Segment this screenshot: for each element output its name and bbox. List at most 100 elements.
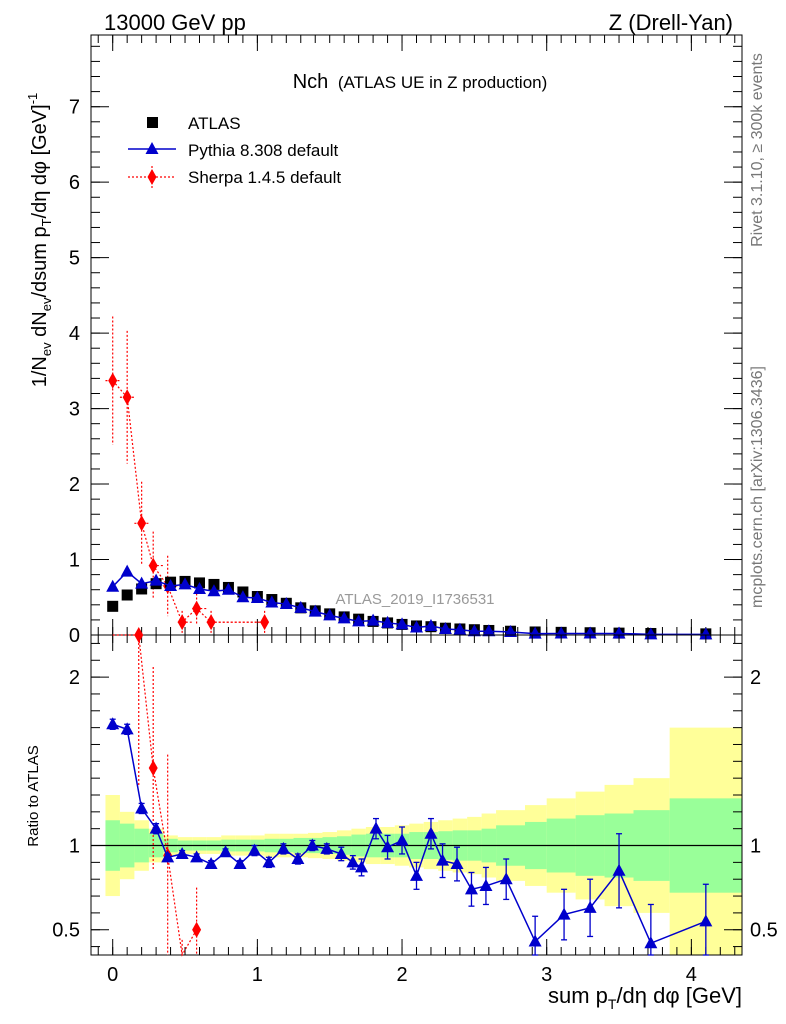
ratio-pythia-point [291, 852, 305, 864]
sherpa-point [137, 515, 147, 532]
ratio-pythia-point [346, 855, 360, 868]
ratio-sherpa-point [134, 627, 144, 643]
ratio-pythia-point [644, 936, 658, 949]
ratio-pythia-point [424, 826, 438, 839]
ratio-pythia-point [395, 833, 409, 846]
pythia-point [395, 617, 409, 630]
atlas-point [107, 600, 119, 612]
atlas-point [121, 589, 133, 601]
ratio-pythia-point [106, 717, 120, 730]
pythia-point [438, 621, 452, 634]
main-ytick-label: 0 [69, 625, 80, 647]
pythia-point [236, 590, 250, 603]
ratio-pythia-point [464, 882, 478, 895]
pythia-point [504, 624, 518, 637]
sherpa-point [260, 614, 270, 631]
ratio-pythia-point [219, 845, 233, 858]
pythia-point [453, 622, 467, 635]
x-axis-label: sum pT/dη dφ [GeV] [548, 983, 742, 1012]
pythia-point [699, 627, 713, 640]
pythia-point [135, 576, 149, 589]
ratio-pythia-point [135, 801, 149, 814]
ratio-ytick-label-right: 1 [750, 836, 761, 858]
rivet-label: Rivet 3.1.10, ≥ 300k events [749, 53, 766, 247]
ratio-pythia-point [369, 821, 383, 834]
main-ytick-label: 1 [69, 550, 80, 572]
sherpa-point [177, 614, 187, 631]
chart-title-main: Nch [293, 71, 329, 93]
ratio-pythia-point [320, 841, 334, 854]
pythia-point [337, 611, 351, 624]
pythia-point [279, 597, 293, 610]
ratio-xtick-label: 0 [107, 964, 118, 986]
sherpa-point [206, 614, 216, 631]
ratio-pythia-point [305, 838, 319, 851]
pythia-point [149, 573, 163, 586]
ratio-sherpa-point [148, 760, 158, 777]
pythia-point [381, 615, 395, 628]
ratio-panel: 0.5 0.5 1 1 2 2 0 1 2 3 4 Ratio to ATLAS sum pT/dη… [25, 627, 778, 1012]
ratio-pythia-point [233, 857, 247, 870]
pythia-point [207, 584, 221, 597]
ratio-xtick-label: 1 [252, 964, 263, 986]
pythia-point [193, 581, 206, 594]
legend-sherpa-label: Sherpa 1.4.5 default [188, 168, 341, 187]
pythia-point [308, 604, 322, 617]
main-ytick-label: 3 [69, 399, 80, 421]
legend-sherpa-marker [147, 169, 157, 185]
ratio-pythia-point [334, 846, 348, 859]
ratio-pythia-point [204, 857, 218, 870]
ratio-xtick-label: 4 [686, 964, 697, 986]
header-left: 13000 GeV pp [104, 10, 246, 35]
ratio-pythia-point [583, 900, 597, 913]
ratio-pythia-point [479, 878, 493, 891]
pythia-line [112, 570, 706, 636]
pythia-point [482, 624, 496, 637]
ratio-xtick-label: 3 [541, 964, 552, 986]
sherpa-point [108, 372, 118, 389]
ratio-ytick-label-left: 1 [69, 836, 80, 858]
pythia-point [250, 591, 264, 604]
header-right: Z (Drell-Yan) [609, 10, 733, 35]
atlas-point [136, 583, 148, 595]
sherpa-point [148, 557, 158, 574]
ratio-pythia-point [175, 846, 189, 859]
ratio-pythia-point [355, 860, 369, 873]
ratio-pythia-point [381, 840, 395, 853]
ratio-ylabel: Ratio to ATLAS [25, 745, 42, 846]
ratio-pythia-point [262, 855, 276, 868]
pythia-point [265, 595, 279, 608]
ratio-ytick-label-right: 0.5 [750, 920, 778, 942]
legend-atlas-marker [147, 117, 158, 128]
pythia-point [424, 618, 438, 631]
sherpa-point [122, 389, 132, 406]
ratio-ytick-label-left: 2 [69, 667, 80, 689]
pythia-point [120, 564, 134, 577]
legend: ATLAS Pythia 8.308 default Sherpa 1.4.5 … [128, 114, 341, 188]
main-ytick-label: 6 [69, 172, 80, 194]
ratio-pythia-point [612, 863, 626, 876]
ratio-sherpa-line [112, 634, 198, 957]
pythia-point [294, 600, 308, 613]
ratio-pythia-point [499, 872, 513, 885]
main-ytick-label: 5 [69, 248, 80, 270]
main-ytick-label: 7 [69, 97, 80, 119]
ratio-ytick-label-left: 0.5 [52, 920, 80, 942]
sherpa-point [192, 600, 202, 617]
ratio-xtick-label: 2 [396, 964, 407, 986]
pythia-point [221, 582, 235, 595]
mcplots-label: mcplots.cern.ch [arXiv:1306.3436] [749, 366, 766, 608]
pythia-point [164, 578, 178, 591]
ratio-pythia-point [247, 843, 261, 856]
ratio-pythia-point [410, 868, 423, 881]
legend-pythia-marker [145, 142, 159, 154]
pythia-point [467, 624, 481, 637]
ratio-pythia-point [699, 914, 713, 927]
legend-atlas-label: ATLAS [188, 114, 241, 133]
ratio-pythia-point [161, 850, 175, 863]
pythia-point [178, 577, 192, 590]
ratio-pythia-point [528, 934, 542, 947]
ratio-pythia-point [190, 850, 204, 863]
ratio-pythia-point [436, 853, 450, 866]
